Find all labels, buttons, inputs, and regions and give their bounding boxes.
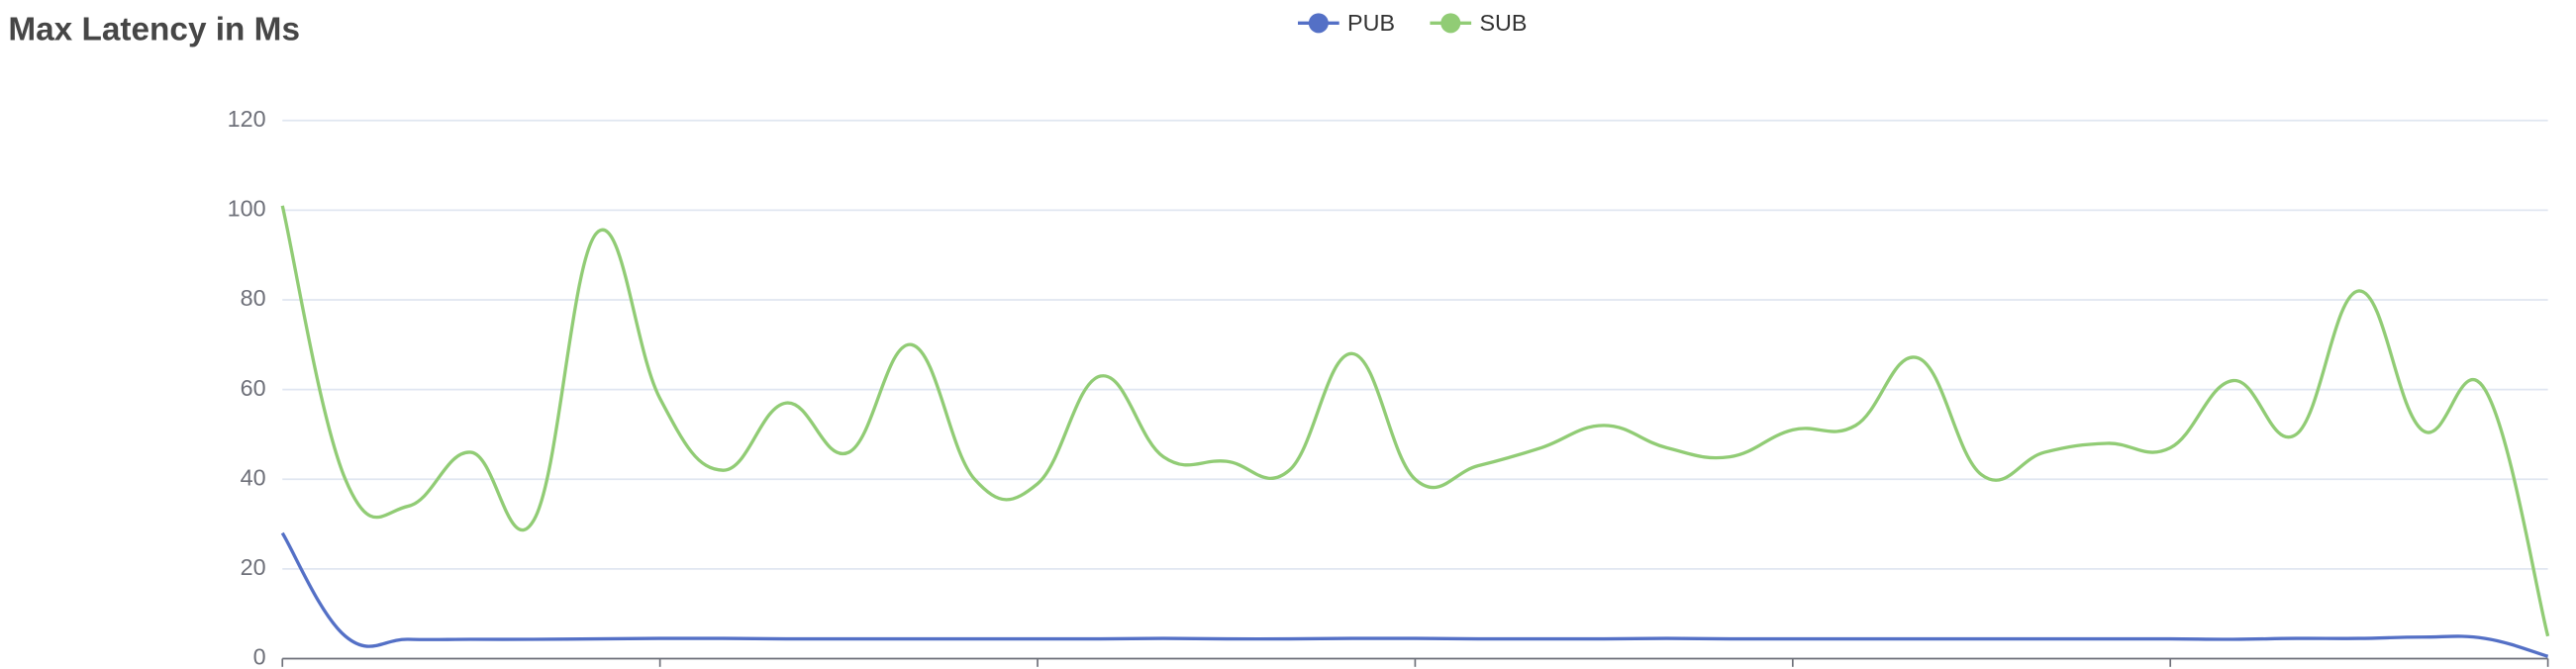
y-tick-label: 120 — [228, 106, 266, 132]
legend-marker — [1440, 13, 1461, 34]
y-tick-label: 40 — [241, 464, 266, 490]
y-tick-label: 0 — [253, 644, 266, 669]
legend-label: SUB — [1479, 10, 1527, 36]
legend-label: PUB — [1347, 10, 1395, 36]
legend-marker — [1308, 13, 1329, 34]
line — [280, 531, 2549, 658]
y-tick-label: 60 — [241, 375, 266, 401]
y-tick-label: 80 — [241, 285, 266, 311]
y-tick-label: 100 — [228, 196, 266, 222]
legend: PUB SUB — [1298, 10, 1527, 36]
y-tick-label: 20 — [241, 554, 266, 580]
chart-title: Max Latency in Ms — [8, 12, 300, 48]
line — [280, 205, 2550, 637]
